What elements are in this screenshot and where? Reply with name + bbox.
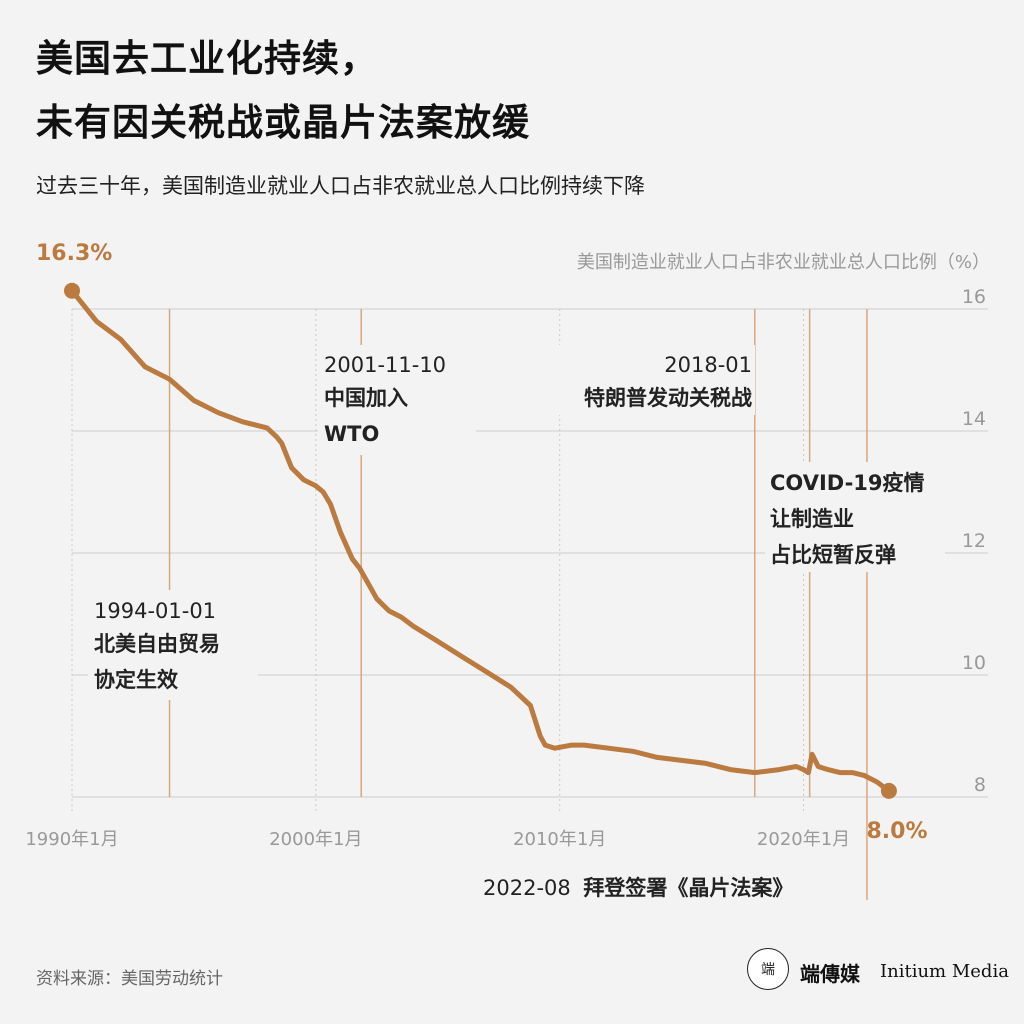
annotation-text: 拜登签署《晶片法案》 (583, 876, 793, 900)
annotation-text: 北美自由贸易 (94, 632, 220, 656)
chart-subtitle: 过去三十年，美国制造业就业人口占非农就业总人口比例持续下降 (36, 174, 645, 198)
annotation-text: WTO (324, 422, 379, 446)
y-tick-label: 16 (962, 286, 986, 308)
initium-logo-icon: 端 (747, 948, 789, 990)
start-value-label: 16.3% (36, 241, 112, 266)
x-tick-label: 2000年1月 (269, 829, 362, 850)
y-tick-label: 10 (962, 652, 986, 674)
manufacturing-share-line (69, 288, 892, 794)
annotation-date: 2018-01 (664, 353, 752, 377)
annotation-text: 协定生效 (94, 668, 178, 692)
annotation-chips-act: 2022-08 拜登签署《晶片法案》 (483, 876, 793, 900)
brand-name-en: Initium Media (880, 961, 1009, 982)
annotation-date: 1994-01-01 (94, 599, 216, 623)
x-tick-label: 1990年1月 (25, 829, 118, 850)
y-tick-label: 14 (962, 408, 986, 430)
annotation-backdrop (555, 345, 755, 415)
chart-title-line1: 美国去工业化持续， (36, 37, 378, 80)
end-value-label: 8.0% (866, 819, 927, 844)
annotation-text: 让制造业 (770, 507, 854, 531)
annotation-backdrop (318, 345, 476, 455)
annotation-text: COVID-19疫情 (770, 471, 925, 495)
logo-glyph: 端 (761, 962, 775, 978)
data-source: 资料来源：美国劳动统计 (36, 969, 223, 989)
end-point (880, 782, 897, 799)
y-tick-label: 12 (962, 530, 986, 552)
brand-name-cn: 端傳媒 (800, 962, 860, 986)
y-tick-label: 8 (974, 774, 986, 796)
annotation-backdrop (765, 462, 945, 572)
x-tick-label: 2020年1月 (757, 829, 850, 850)
chart-title-line2: 未有因关税战或晶片法案放缓 (36, 101, 530, 144)
annotation-text: 占比短暂反弹 (770, 543, 896, 567)
manufacturing-share-chart: 美国制造业就业人口占非农业就业总人口比例（%） 16 14 12 10 8 1990年1月… (25, 241, 990, 900)
annotation-text: 特朗普发动关税战 (584, 386, 752, 410)
annotation-date: 2022-08 (483, 876, 577, 900)
annotation-backdrop (88, 590, 258, 700)
x-tick-label: 2010年1月 (513, 829, 606, 850)
annotation-date: 2001-11-10 (324, 353, 446, 377)
annotation-text: 中国加入 (324, 386, 408, 410)
y-axis-label: 美国制造业就业人口占非农业就业总人口比例（%） (577, 252, 990, 273)
start-point (64, 282, 80, 299)
